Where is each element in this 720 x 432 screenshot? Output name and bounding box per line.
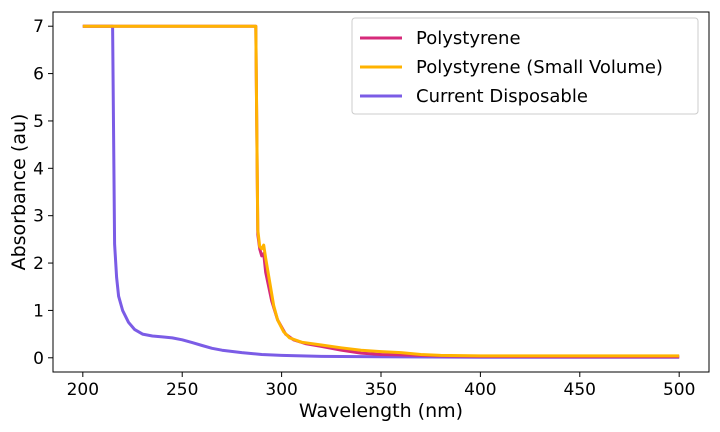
x-tick-label: 450: [564, 380, 596, 400]
plot-area: [82, 24, 680, 359]
x-axis-label: Wavelength (nm): [299, 400, 463, 422]
legend-label-polystyrene-small-volume: Polystyrene (Small Volume): [416, 57, 663, 78]
series-line-current-disposable: [82, 24, 680, 359]
y-tick-label: 2: [33, 254, 44, 274]
legend-label-polystyrene: Polystyrene: [416, 28, 521, 49]
x-tick-label: 200: [67, 380, 99, 400]
y-tick-label: 4: [33, 159, 44, 179]
x-tick-label: 400: [464, 380, 496, 400]
y-tick-label: 6: [33, 65, 44, 85]
plot-frame: [52, 11, 710, 373]
legend-label-current-disposable: Current Disposable: [416, 86, 588, 107]
x-tick-label: 300: [265, 380, 297, 400]
series-line-polystyrene-small-volume: [82, 24, 680, 358]
y-tick-label: 7: [33, 17, 44, 37]
y-tick-label: 0: [33, 349, 44, 369]
x-tick-label: 350: [365, 380, 397, 400]
y-tick-label: 3: [33, 207, 44, 227]
y-tick-label: 5: [33, 112, 44, 132]
legend: Polystyrene Polystyrene (Small Volume) C…: [351, 17, 699, 115]
y-tick-label: 1: [33, 301, 44, 321]
legend-box: [351, 17, 699, 115]
axis-ticks: 200 250 300 350 400 450 500 0 1 2 3 4 5 6 7: [33, 17, 695, 400]
x-tick-label: 250: [166, 380, 198, 400]
y-axis-label: Absorbance (au): [8, 114, 30, 271]
x-tick-label: 500: [663, 380, 695, 400]
